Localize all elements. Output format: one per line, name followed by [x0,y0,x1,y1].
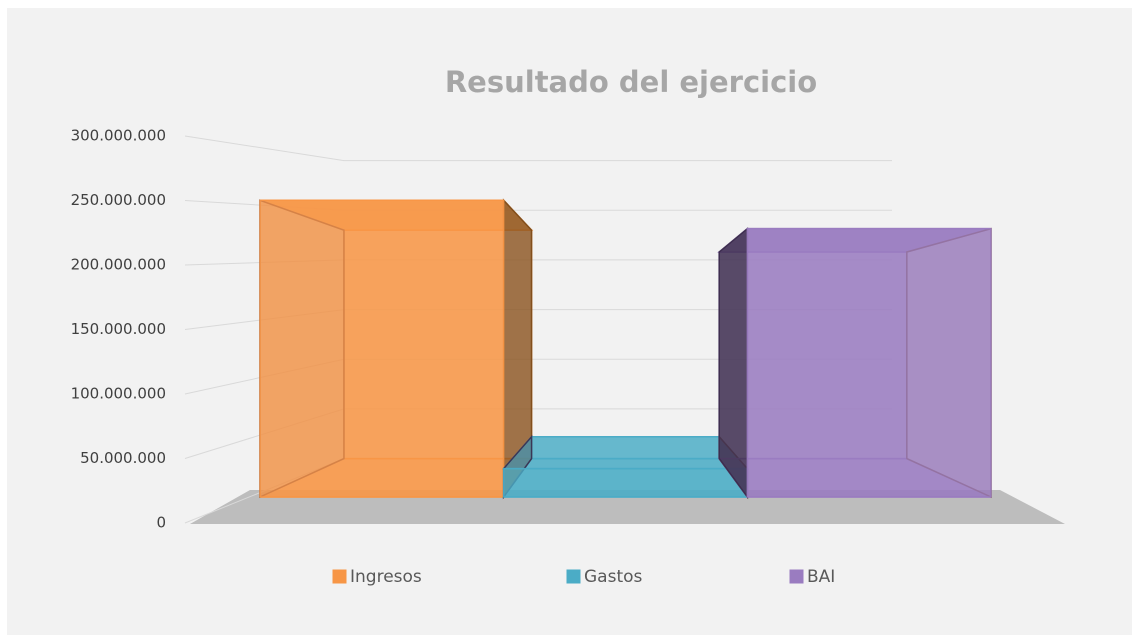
y-tick-label: 0 [156,514,166,532]
y-tick-label: 100.000.000 [71,385,166,403]
bar [502,467,749,498]
chart-title: Resultado del ejercicio [445,65,817,99]
legend-label: Ingresos [350,567,422,587]
bar-left [718,227,749,500]
legend-swatch [332,569,347,584]
y-tick-label: 150.000.000 [71,320,166,338]
y-tick-label: 50.000.000 [80,449,166,467]
grid-line [184,135,892,162]
bar [746,227,992,498]
legend-label: BAI [807,567,835,587]
y-tick-label: 300.000.000 [71,127,166,145]
y-tick-label: 250.000.000 [71,191,166,209]
y-tick-label: 200.000.000 [71,256,166,274]
legend-swatch [789,569,804,584]
bar [259,199,505,498]
legend-label: Gastos [584,567,643,587]
legend-swatch [566,569,581,584]
floor [190,490,1065,524]
